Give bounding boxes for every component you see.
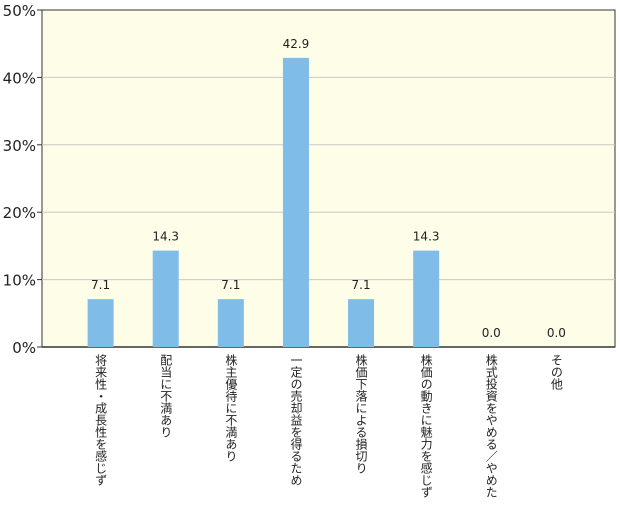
y-tick-label: 50% bbox=[3, 2, 36, 20]
x-tick-label: 株式投資をやめる／やめた bbox=[484, 354, 499, 498]
y-tick-label: 10% bbox=[3, 272, 36, 290]
x-tick-label: 将来性・成長性を感じず bbox=[93, 354, 108, 486]
y-tick-label: 20% bbox=[3, 204, 36, 222]
y-axis: 0% 10% 20% 30% 40% 50% bbox=[3, 2, 615, 357]
bar bbox=[217, 299, 244, 347]
bar bbox=[152, 250, 179, 347]
data-label: 7.1 bbox=[91, 278, 110, 292]
data-label: 14.3 bbox=[413, 230, 440, 244]
data-label: 0.0 bbox=[482, 326, 501, 340]
data-label: 42.9 bbox=[283, 37, 310, 51]
gridlines bbox=[42, 76, 615, 281]
data-label: 14.3 bbox=[152, 230, 179, 244]
x-tick-label: 配当に不満あり bbox=[158, 354, 173, 438]
x-tick-label: 株価下落による損切り bbox=[354, 354, 369, 474]
y-tick-label: 30% bbox=[3, 137, 36, 155]
x-tick-label: 一定の売却益を得るため bbox=[288, 354, 303, 486]
bar bbox=[348, 299, 375, 347]
y-tick-label: 0% bbox=[12, 339, 36, 357]
x-tick-label: その他 bbox=[549, 354, 564, 390]
x-tick-label: 株価の動きに魅力を感じず bbox=[419, 354, 434, 498]
data-labels: 7.1 14.3 7.1 42.9 7.1 14.3 0.0 0.0 bbox=[91, 37, 566, 340]
data-label: 7.1 bbox=[221, 278, 240, 292]
bar bbox=[282, 57, 309, 347]
y-tick-label: 40% bbox=[3, 69, 36, 87]
data-label: 7.1 bbox=[352, 278, 371, 292]
x-tick-label: 株主優待に不満あり bbox=[223, 354, 238, 462]
bar bbox=[87, 299, 114, 347]
bars bbox=[87, 57, 440, 347]
bar bbox=[413, 250, 440, 347]
data-label: 0.0 bbox=[547, 326, 566, 340]
plot-area bbox=[41, 9, 616, 348]
